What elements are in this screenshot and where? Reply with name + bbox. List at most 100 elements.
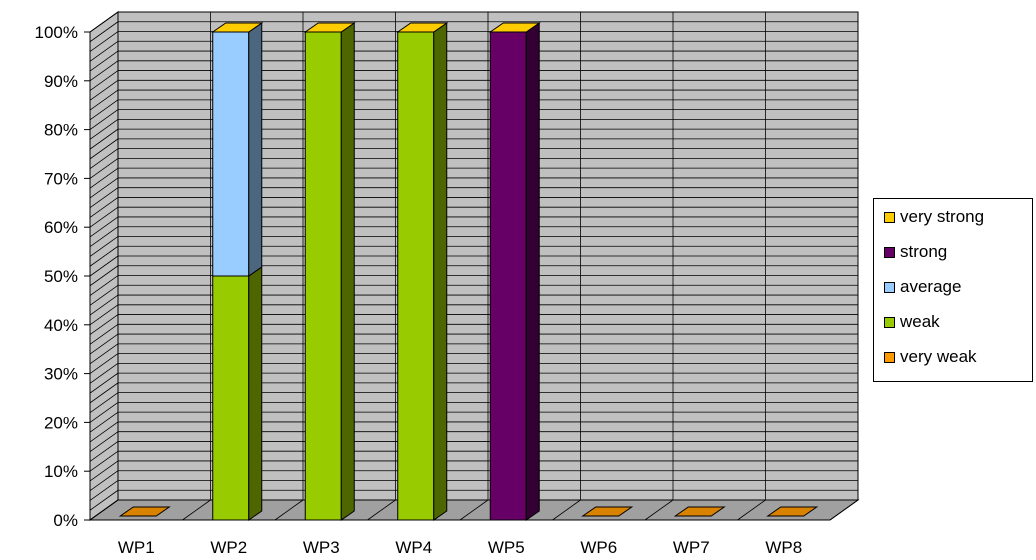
gridline-side bbox=[89, 450, 119, 472]
gridline-side bbox=[89, 275, 119, 296]
gridline-side bbox=[89, 197, 119, 218]
legend-label: strong bbox=[900, 242, 948, 261]
gridline-side bbox=[89, 323, 119, 345]
bar-top-WP3 bbox=[303, 22, 356, 33]
floor-divider bbox=[829, 499, 859, 521]
gridline-side bbox=[89, 21, 119, 43]
gridline-side bbox=[89, 177, 119, 199]
gridline-side bbox=[89, 363, 119, 384]
bar-WP5-strong bbox=[489, 31, 527, 521]
bar-side bbox=[340, 22, 355, 521]
y-tick-label: 0% bbox=[53, 511, 78, 530]
floor-divider bbox=[459, 499, 489, 521]
y-tick-label: 100% bbox=[35, 23, 78, 42]
y-tick-label: 10% bbox=[44, 462, 78, 481]
gridline-side bbox=[89, 99, 119, 121]
legend-label: weak bbox=[900, 312, 940, 331]
gridline-side bbox=[89, 265, 119, 287]
gridline-side bbox=[89, 460, 119, 482]
legend-label: very weak bbox=[900, 347, 977, 366]
gridline-side bbox=[89, 411, 119, 433]
y-tick-label: 20% bbox=[44, 413, 78, 432]
floor-divider bbox=[644, 499, 674, 521]
legend-item: average bbox=[884, 276, 961, 298]
gridline-side bbox=[89, 314, 119, 335]
gridline-side bbox=[89, 109, 119, 130]
y-tick-label: 50% bbox=[44, 267, 78, 286]
legend-item: weak bbox=[884, 311, 940, 333]
bar-WP2-average bbox=[212, 31, 250, 277]
gridline-side bbox=[89, 294, 119, 316]
bar-zero-WP7 bbox=[673, 506, 726, 517]
legend-swatch bbox=[884, 246, 895, 258]
gridline-side bbox=[89, 431, 119, 453]
gridline-side bbox=[89, 60, 119, 82]
x-tick-label: WP1 bbox=[118, 538, 155, 557]
bar-top-WP2 bbox=[211, 22, 264, 33]
gridline-side bbox=[89, 50, 119, 72]
gridline-side bbox=[89, 304, 119, 326]
x-tick-label: WP8 bbox=[765, 538, 802, 557]
x-tick-label: WP7 bbox=[673, 538, 710, 557]
gridline-side bbox=[89, 70, 119, 91]
legend: very strong strong average weak very weak bbox=[873, 198, 1033, 382]
legend-label: average bbox=[900, 277, 962, 296]
floor-divider bbox=[274, 499, 304, 521]
gridline-side bbox=[89, 206, 119, 228]
x-tick-label: WP6 bbox=[580, 538, 617, 557]
gridline-side bbox=[89, 11, 119, 33]
y-tick-label: 60% bbox=[44, 218, 78, 237]
legend-label: very strong bbox=[900, 207, 985, 226]
floor-divider bbox=[89, 499, 119, 521]
gridline-side bbox=[89, 167, 119, 189]
floor-divider bbox=[367, 499, 396, 521]
gridline-side bbox=[89, 470, 119, 492]
legend-swatch bbox=[884, 351, 895, 363]
bar-side bbox=[433, 22, 448, 521]
legend-item: strong bbox=[884, 241, 947, 263]
legend-swatch bbox=[884, 316, 895, 328]
legend-item: very weak bbox=[884, 346, 977, 368]
x-tick-label: WP5 bbox=[488, 538, 525, 557]
bar-side bbox=[248, 266, 263, 521]
gridline-side bbox=[89, 89, 119, 111]
x-axis-ticks: WP1 WP2 WP3 WP4 WP5 WP6 WP7 WP8 bbox=[118, 538, 802, 557]
gridline-side bbox=[89, 489, 119, 511]
bar-zero-WP8 bbox=[766, 506, 819, 517]
gridline-side bbox=[89, 353, 119, 374]
bar-WP4-weak bbox=[397, 31, 435, 521]
gridline-side bbox=[89, 216, 119, 238]
x-tick-label: WP2 bbox=[210, 538, 247, 557]
gridline-side bbox=[89, 441, 119, 462]
gridline-side bbox=[89, 392, 119, 413]
gridline-side bbox=[89, 333, 119, 355]
y-tick-label: 90% bbox=[44, 72, 78, 91]
x-tick-label: WP4 bbox=[395, 538, 432, 557]
bar-zero-WP1 bbox=[118, 506, 171, 517]
bar-top-WP5 bbox=[488, 22, 541, 33]
gridline-side bbox=[89, 245, 119, 267]
gridline-side bbox=[89, 236, 119, 257]
gridline-side bbox=[89, 255, 119, 277]
gridline-side bbox=[89, 226, 119, 248]
y-tick-label: 80% bbox=[44, 121, 78, 140]
legend-swatch bbox=[884, 281, 895, 293]
legend-item: very strong bbox=[884, 206, 984, 228]
gridline-side bbox=[89, 158, 119, 179]
gridline-side bbox=[89, 343, 119, 365]
bar-WP3-weak bbox=[304, 31, 342, 521]
gridline-side bbox=[89, 480, 119, 501]
bars bbox=[118, 22, 819, 521]
gridline-side bbox=[89, 40, 119, 62]
y-tick-label: 40% bbox=[44, 316, 78, 335]
bar-WP2-weak bbox=[212, 275, 250, 521]
gridline-side bbox=[89, 138, 119, 160]
gridline-side bbox=[89, 31, 119, 52]
gridline-side bbox=[89, 284, 119, 306]
y-tick-label: 30% bbox=[44, 365, 78, 384]
x-tick-label: WP3 bbox=[303, 538, 340, 557]
gridline-side bbox=[89, 148, 119, 169]
y-tick-label: 70% bbox=[44, 169, 78, 188]
gridline-side bbox=[89, 402, 119, 423]
